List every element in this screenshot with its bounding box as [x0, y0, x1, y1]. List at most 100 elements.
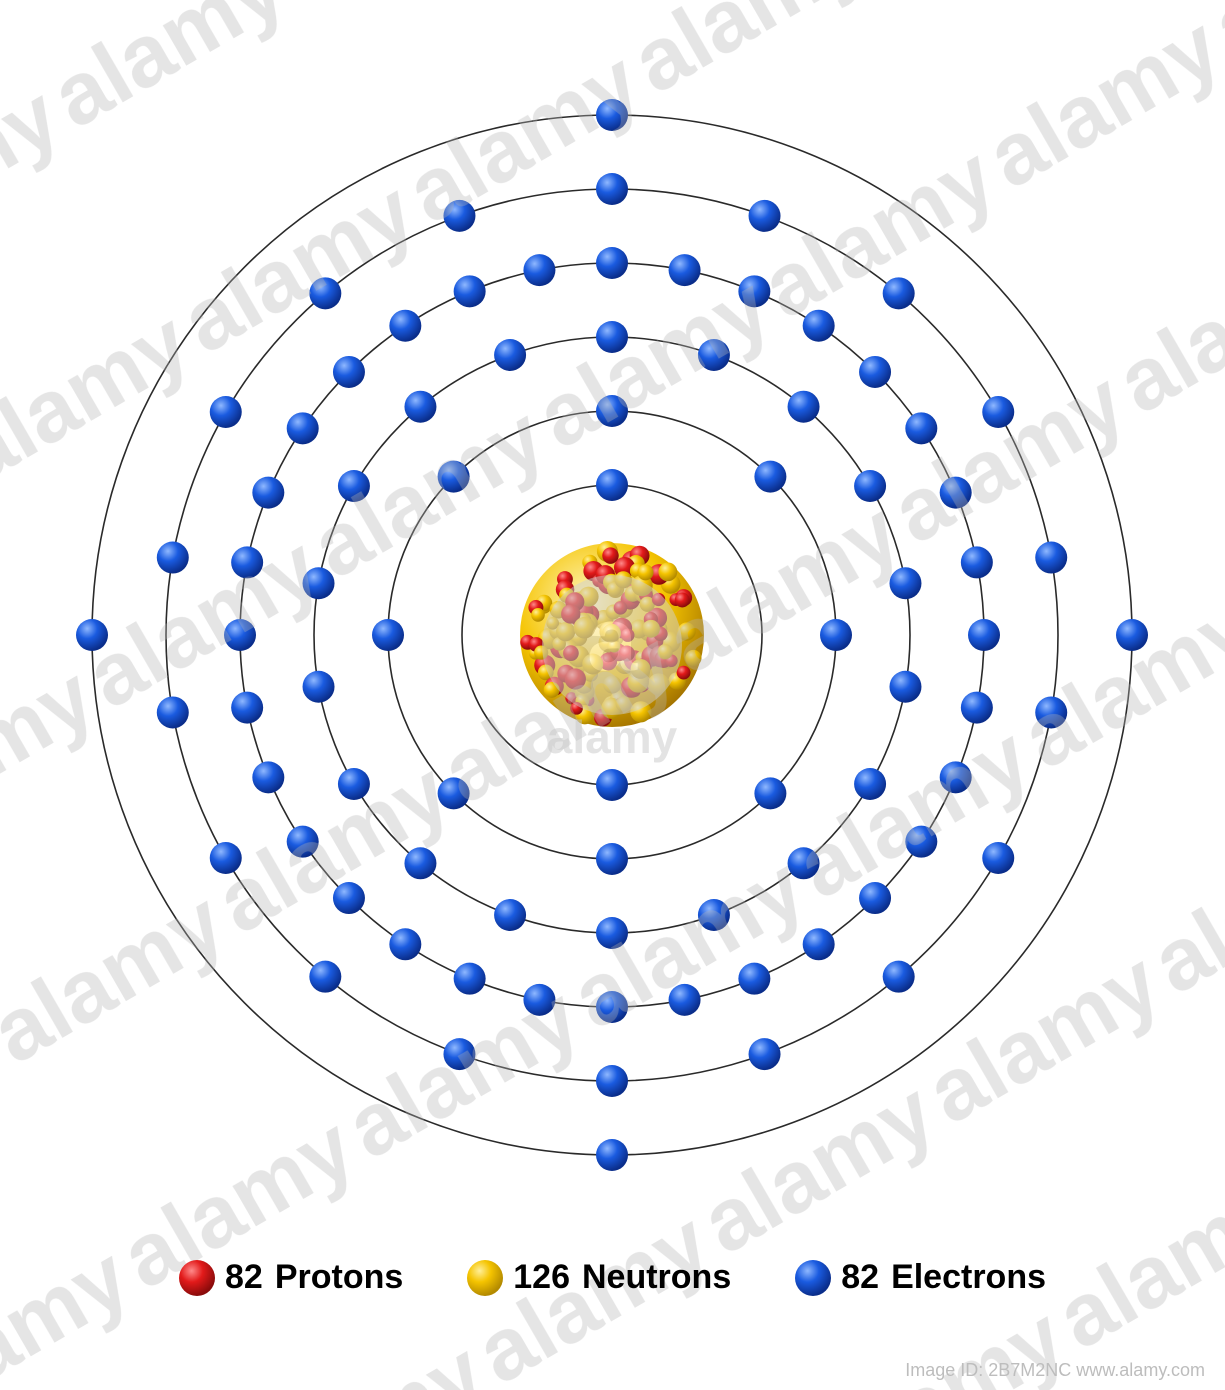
- electron-shell5-13: [210, 842, 242, 874]
- electron-shell2-5: [596, 843, 628, 875]
- electron-shell2-2: [754, 461, 786, 493]
- watermark-logo: a alamy: [542, 575, 682, 763]
- electrons-icon: [795, 1260, 831, 1296]
- legend-label-electrons: Electrons: [891, 1258, 1046, 1297]
- electron-shell4-20: [389, 928, 421, 960]
- electron-shell4-24: [231, 692, 263, 724]
- electron-shell5-3: [883, 277, 915, 309]
- legend-count-neutrons: 126: [513, 1258, 570, 1297]
- electron-shell4-4: [803, 310, 835, 342]
- electron-shell2-3: [820, 619, 852, 651]
- electron-shell1-2: [596, 769, 628, 801]
- electron-shell3-11: [494, 899, 526, 931]
- electron-shell4-8: [961, 546, 993, 578]
- electron-shell4-10: [961, 692, 993, 724]
- electron-shell5-4: [982, 396, 1014, 428]
- electron-shell4-21: [333, 882, 365, 914]
- electron-shell4-30: [389, 310, 421, 342]
- legend-label-protons: Protons: [275, 1258, 403, 1297]
- legend-count-electrons: 82: [841, 1258, 879, 1297]
- legend-item-neutrons: 126 Neutrons: [467, 1258, 731, 1297]
- electron-shell6-2: [1116, 619, 1148, 651]
- legend-item-electrons: 82 Electrons: [795, 1258, 1046, 1297]
- electron-shell5-12: [309, 961, 341, 993]
- electron-shell3-18: [494, 339, 526, 371]
- watermark-footer: Image ID: 2B7M2NC www.alamy.com: [905, 1360, 1205, 1380]
- electron-shell2-6: [438, 777, 470, 809]
- electron-shell4-17: [596, 991, 628, 1023]
- electron-shell3-10: [596, 917, 628, 949]
- electron-shell3-16: [338, 470, 370, 502]
- electron-shell4-13: [859, 882, 891, 914]
- legend-label-neutrons: Neutrons: [582, 1258, 731, 1297]
- svg-text:alamy: alamy: [547, 711, 678, 763]
- electron-shell6-3: [596, 1139, 628, 1171]
- electron-shell5-7: [982, 842, 1014, 874]
- electron-shell3-14: [303, 671, 335, 703]
- neutrons-icon: [467, 1260, 503, 1296]
- electron-shell3-8: [788, 847, 820, 879]
- legend-count-protons: 82: [225, 1258, 263, 1297]
- electron-shell4-9: [968, 619, 1000, 651]
- electron-shell4-25: [224, 619, 256, 651]
- electron-shell5-15: [157, 542, 189, 574]
- electron-shell4-12: [905, 826, 937, 858]
- electron-shell5-1: [596, 173, 628, 205]
- electron-shell4-7: [940, 477, 972, 509]
- protons-icon: [179, 1260, 215, 1296]
- electron-shell3-7: [854, 768, 886, 800]
- electron-shell4-29: [333, 356, 365, 388]
- electron-shell3-17: [404, 391, 436, 423]
- electron-shell3-12: [404, 847, 436, 879]
- electron-shell5-5: [1035, 542, 1067, 574]
- electron-shell4-28: [287, 412, 319, 444]
- electron-shell4-23: [252, 761, 284, 793]
- electron-shell5-14: [157, 696, 189, 728]
- electron-shell5-9: [749, 1038, 781, 1070]
- electron-shell4-19: [454, 963, 486, 995]
- svg-text:a: a: [587, 590, 638, 690]
- electron-shell4-22: [287, 826, 319, 858]
- electron-shell3-1: [596, 321, 628, 353]
- electron-shell2-8: [438, 461, 470, 493]
- legend: 82 Protons 126 Neutrons 82 Electrons: [0, 1258, 1225, 1297]
- electron-shell3-5: [889, 567, 921, 599]
- electron-shell5-18: [443, 200, 475, 232]
- electron-shell3-4: [854, 470, 886, 502]
- electron-shell5-11: [443, 1038, 475, 1070]
- electron-shell5-2: [749, 200, 781, 232]
- page-root: alamya alamy Image ID: 2B7M2NC www.alamy.c…: [0, 0, 1225, 1390]
- electron-shell3-13: [338, 768, 370, 800]
- electron-shell4-18: [523, 984, 555, 1016]
- electron-shell4-6: [905, 412, 937, 444]
- electron-shell5-6: [1035, 696, 1067, 728]
- electron-shell2-4: [754, 777, 786, 809]
- electron-shell5-16: [210, 396, 242, 428]
- atom-diagram: alamya alamy Image ID: 2B7M2NC www.alamy.c…: [0, 0, 1225, 1390]
- electron-shell4-3: [738, 275, 770, 307]
- electron-shell4-15: [738, 963, 770, 995]
- electron-shell2-1: [596, 395, 628, 427]
- electron-shell4-26: [231, 546, 263, 578]
- electron-shell4-27: [252, 477, 284, 509]
- electron-shell4-11: [940, 761, 972, 793]
- electron-shell6-1: [596, 99, 628, 131]
- electron-shell3-2: [698, 339, 730, 371]
- electron-shell4-2: [669, 254, 701, 286]
- electron-shell3-6: [889, 671, 921, 703]
- electron-shell3-9: [698, 899, 730, 931]
- legend-item-protons: 82 Protons: [179, 1258, 403, 1297]
- electron-shell2-7: [372, 619, 404, 651]
- electron-shell6-4: [76, 619, 108, 651]
- electron-shell5-17: [309, 277, 341, 309]
- electron-shell5-10: [596, 1065, 628, 1097]
- electron-shell4-32: [523, 254, 555, 286]
- electron-shell3-3: [788, 391, 820, 423]
- electron-shell5-8: [883, 961, 915, 993]
- electron-shell4-5: [859, 356, 891, 388]
- electron-shell4-1: [596, 247, 628, 279]
- electron-shell4-31: [454, 275, 486, 307]
- electron-shell4-16: [669, 984, 701, 1016]
- electron-shell1-1: [596, 469, 628, 501]
- electron-shell3-15: [303, 567, 335, 599]
